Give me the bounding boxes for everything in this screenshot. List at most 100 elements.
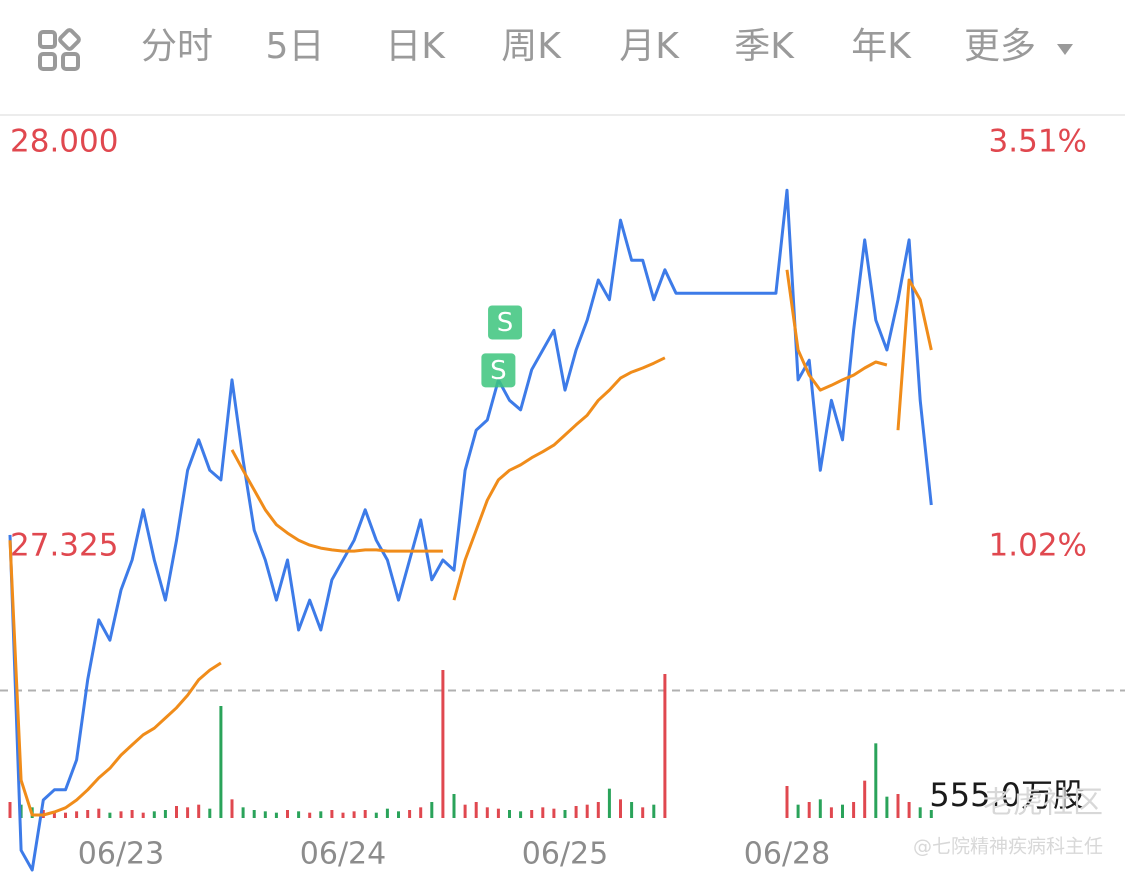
volume-bar: [430, 802, 434, 818]
volume-bar: [108, 812, 112, 818]
volume-bar: [807, 802, 811, 818]
volume-bar: [408, 810, 412, 818]
volume-bar: [474, 802, 478, 818]
volume-bar: [219, 706, 223, 818]
volume-bar: [119, 811, 123, 818]
volume-bar: [141, 812, 145, 818]
volume-bar: [785, 786, 789, 818]
volume-bar: [885, 796, 889, 818]
volume-bar: [52, 811, 56, 818]
average-line: [896, 278, 933, 431]
volume-bar: [297, 811, 301, 818]
volume-bar: [596, 802, 600, 818]
volume-bar: [208, 808, 212, 818]
x-tick-label: 06/24: [300, 837, 386, 872]
tab-bar: 分时 5日 日K 周K 月K 季K 年K 更多: [0, 26, 1125, 116]
volume-bar: [75, 811, 79, 818]
volume-bar: [641, 807, 645, 818]
volume-bar: [485, 807, 489, 818]
volume-bar: [585, 804, 589, 818]
volume-bar: [829, 807, 833, 818]
average-line: [230, 449, 443, 553]
y-tick-label: 27.325: [10, 527, 118, 563]
volume-bar: [796, 804, 800, 818]
trade-mark-label: S: [490, 356, 507, 386]
tab[interactable]: 年K: [851, 26, 912, 67]
average-line: [8, 540, 222, 817]
volume-bar: [574, 806, 578, 818]
y2-tick-label: 3.51%: [989, 123, 1087, 159]
tab[interactable]: 周K: [501, 26, 562, 67]
volume-bar: [308, 812, 312, 818]
trade-mark: [488, 305, 523, 340]
volume-bar: [907, 802, 911, 818]
volume-bar: [230, 799, 234, 818]
dropdown-arrow[interactable]: [1057, 44, 1073, 55]
volume-bar: [397, 811, 400, 818]
trade-mark-label: S: [497, 308, 514, 338]
x-tick-label: 06/28: [744, 837, 830, 872]
volume-bar: [263, 811, 267, 818]
x-tick-label: 06/25: [522, 837, 608, 872]
volume-bar: [508, 810, 511, 818]
volume-bar: [607, 788, 611, 818]
y-tick-label: 28.000: [10, 123, 118, 159]
volume-bar: [652, 804, 656, 818]
volume-bar: [663, 674, 667, 818]
volume-bar: [863, 780, 867, 818]
volume-bar: [186, 807, 190, 818]
volume-bar: [130, 810, 134, 818]
volume-bar: [452, 794, 456, 818]
price-line: [8, 188, 933, 872]
menu-icon[interactable]: [38, 28, 81, 71]
volume-bar: [363, 810, 367, 818]
volume-bar: [463, 804, 467, 818]
volume-bar: [274, 812, 278, 818]
volume-bar: [197, 804, 201, 818]
volume-bar: [97, 808, 101, 818]
volume-bar: [874, 743, 878, 818]
chart: 555.0万股 SS 28.000 27.325 3.51% 1.02% 06/23 06/2…: [0, 123, 1125, 872]
volume-bar: [896, 794, 900, 818]
tab[interactable]: 分时: [141, 26, 213, 67]
tab[interactable]: 5日: [266, 26, 325, 67]
volume-bar: [286, 810, 289, 818]
watermark-author: @七院精神疾病科主任: [913, 836, 1103, 858]
tab[interactable]: 月K: [619, 26, 680, 67]
volume-bar: [175, 806, 178, 818]
volume-bar: [918, 807, 922, 818]
volume-bar: [929, 810, 933, 818]
trade-mark: [481, 353, 516, 388]
tab[interactable]: 季K: [734, 26, 795, 67]
tab[interactable]: 日K: [385, 26, 446, 67]
volume-bar: [8, 802, 12, 818]
volume-bar: [64, 812, 67, 818]
volume-bar: [419, 807, 423, 818]
x-tick-label: 06/23: [78, 837, 164, 872]
volume-bar: [241, 807, 245, 818]
average-line: [785, 269, 888, 392]
volume-bar: [86, 810, 90, 818]
volume-bar: [619, 799, 622, 818]
volume-bar: [852, 802, 856, 818]
volume-bar: [330, 810, 334, 818]
volume-bar: [530, 810, 534, 818]
tab[interactable]: 更多: [964, 26, 1036, 67]
volume-bar: [163, 810, 167, 818]
volume-bar: [818, 799, 822, 818]
volume-bar: [341, 812, 345, 818]
volume-bar: [563, 810, 567, 818]
volume-bar: [541, 807, 545, 818]
volume-bar: [319, 811, 323, 818]
volume-bar: [152, 811, 156, 818]
volume-bar: [352, 811, 356, 818]
volume-bar: [519, 811, 523, 818]
volume-bar: [630, 802, 634, 818]
average-line: [452, 356, 666, 601]
y2-tick-label: 1.02%: [989, 527, 1087, 563]
volume-bar: [252, 810, 256, 818]
watermark-brand: 老虎社区: [983, 786, 1103, 821]
volume-max-label: 555.0万股: [929, 776, 1085, 814]
volume-bar: [441, 670, 445, 818]
